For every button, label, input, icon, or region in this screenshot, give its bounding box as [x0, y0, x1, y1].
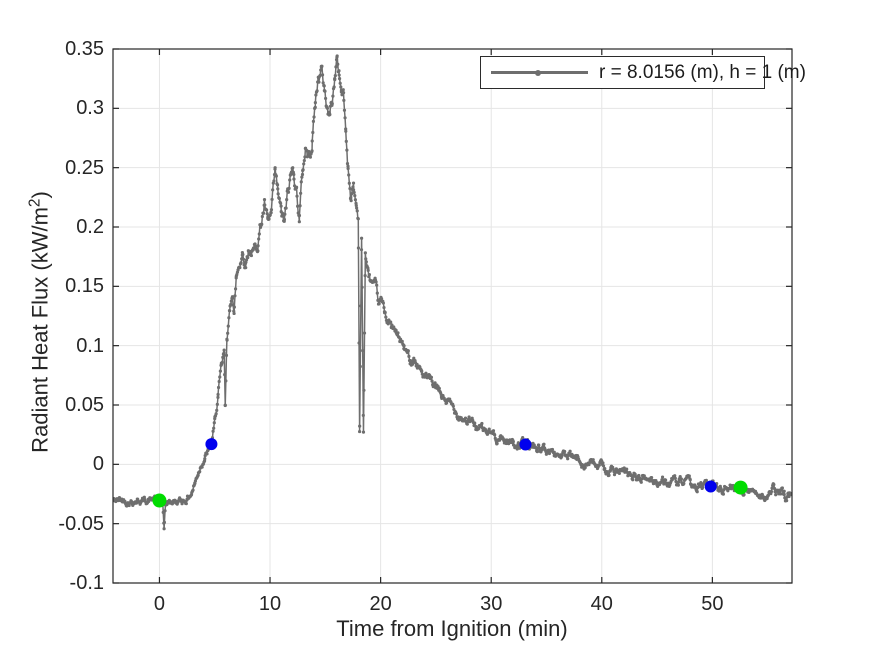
x-tick-label: 0	[153, 593, 165, 615]
x-axis-label: Time from Ignition (min)	[336, 616, 568, 641]
x-tick-label: 30	[480, 593, 503, 615]
x-tick-label: 40	[590, 593, 613, 615]
legend-marker-dot	[535, 69, 541, 76]
legend-entry-label: r = 8.0156 (m), h = 1 (m)	[599, 61, 806, 83]
x-tick-label: 20	[369, 593, 392, 615]
y-tick-label: 0.15	[65, 275, 104, 298]
y-tick-label: -0.05	[58, 512, 104, 535]
x-tick-label: 10	[258, 593, 282, 615]
legend-line-sample	[491, 69, 588, 76]
y-tick-label: 0.05	[65, 394, 104, 416]
y-tick-label: 0	[92, 453, 104, 476]
y-tick-label: 0.3	[76, 97, 104, 120]
y-axis-label-close: )	[27, 191, 53, 199]
y-axis-label-text: Radiant Heat Flux (kW/m	[27, 207, 53, 453]
y-tick-label: 0.25	[65, 156, 104, 179]
y-tick-label: -0.1	[69, 572, 104, 594]
y-tick-label: 0.1	[76, 334, 104, 357]
y-axis-label: Radiant Heat Flux (kW/m2)	[26, 191, 53, 453]
y-tick-label: 0.2	[76, 216, 104, 238]
x-tick-label: 50	[701, 593, 724, 615]
legend: r = 8.0156 (m), h = 1 (m)	[480, 56, 806, 89]
y-tick-label: 0.35	[65, 38, 104, 60]
y-axis-label-superscript: 2	[26, 198, 44, 208]
